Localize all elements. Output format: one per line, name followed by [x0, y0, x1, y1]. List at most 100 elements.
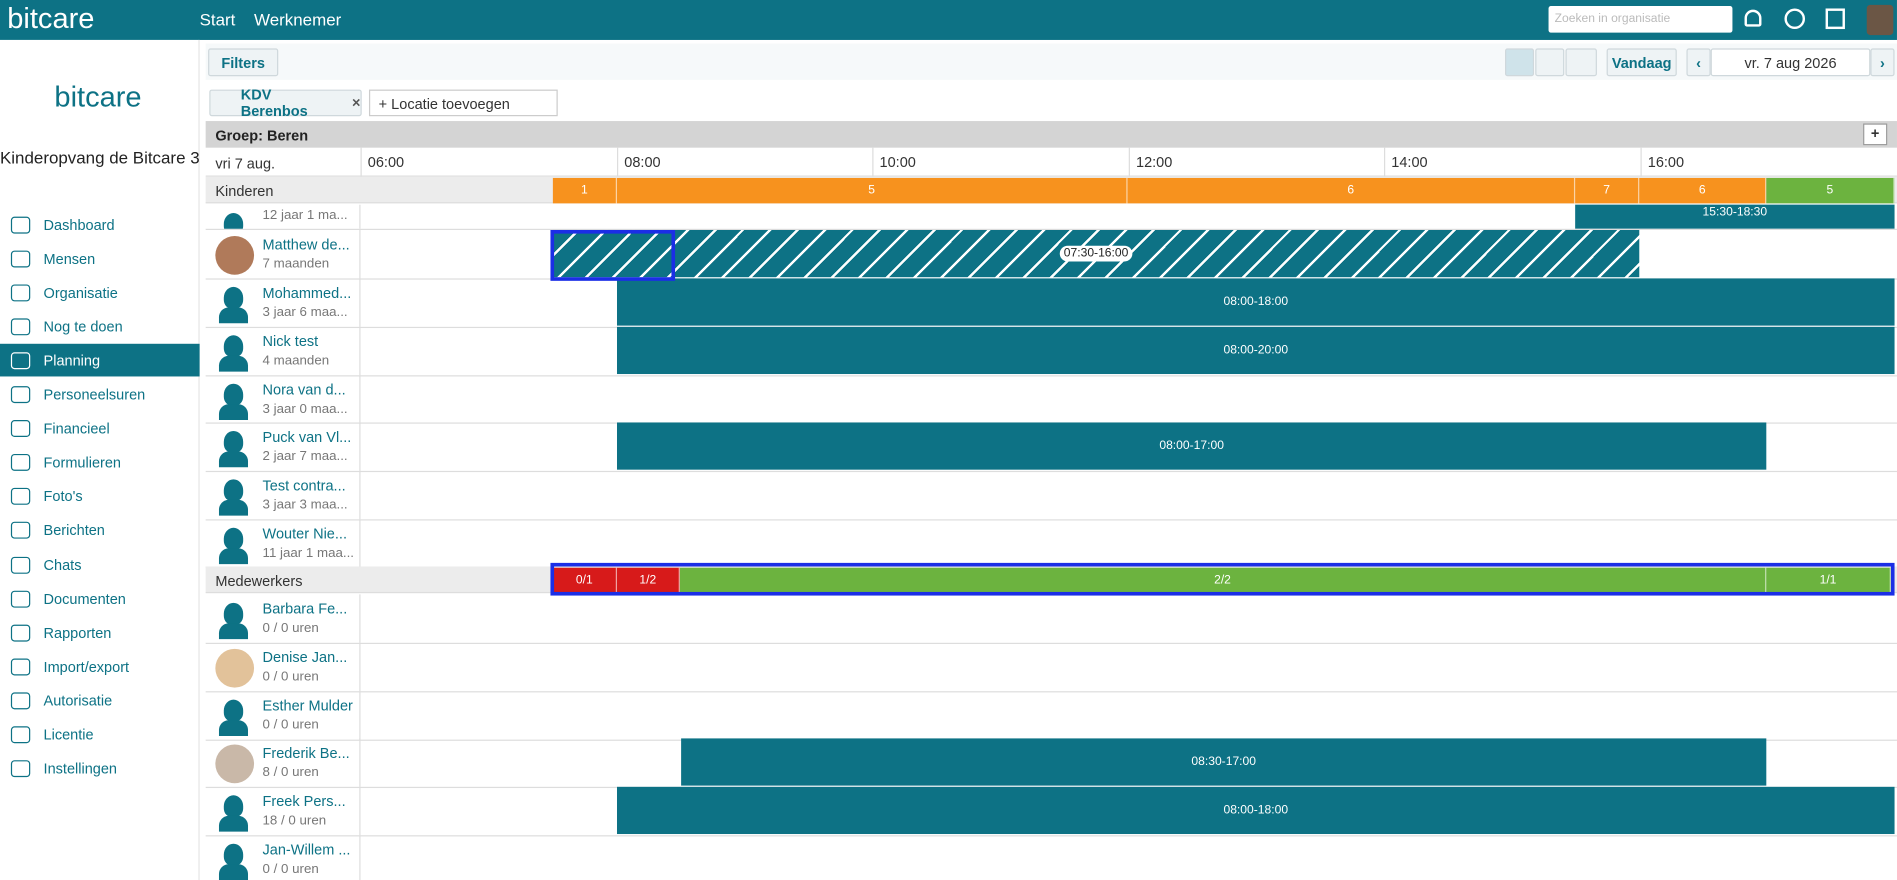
menu-item[interactable]: Organisatie [0, 276, 200, 309]
booking-time: 08:00-17:00 [1159, 439, 1224, 453]
column-divider [359, 835, 361, 880]
location-tag[interactable]: KDV Berenbos × [209, 86, 362, 120]
avatar-body [218, 404, 249, 421]
booking-bar[interactable]: 08:00-20:00 [616, 326, 1895, 375]
add-location-select[interactable]: + Locatie toevoegen [368, 89, 558, 117]
avatar-body [218, 355, 249, 372]
week-view[interactable] [1535, 48, 1565, 77]
day-view[interactable] [1504, 48, 1535, 77]
add-button[interactable]: + [1863, 123, 1888, 146]
avatar [215, 600, 254, 640]
day-label: vri 7 aug. [215, 154, 276, 172]
search-input[interactable]: Zoeken in organisatie [1548, 6, 1733, 33]
next-button[interactable]: › [1870, 48, 1895, 77]
booking-bar[interactable]: 08:00-18:00 [616, 278, 1895, 326]
toolbar: Filters Vandaag ‹ vr. 7 aug 2026 › [205, 43, 1897, 80]
avatar-head [223, 430, 244, 453]
logo[interactable]: bitcare [7, 2, 95, 36]
column-divider [359, 422, 361, 471]
menu-item[interactable]: Instellingen [0, 752, 200, 785]
person-name[interactable]: Test contra... [262, 476, 346, 494]
avatar-head [223, 213, 244, 229]
person-name[interactable]: Frederik Be... [262, 744, 350, 762]
menu-item[interactable]: Formulieren [0, 446, 200, 479]
booking-bar[interactable]: 08:00-18:00 [616, 786, 1895, 835]
person-name[interactable]: Wouter Nie... [262, 525, 347, 543]
menu-item[interactable]: Personeelsuren [0, 378, 200, 411]
person-detail: 8 / 0 uren [262, 765, 319, 780]
menu-item[interactable]: Licentie [0, 718, 200, 751]
person-name[interactable]: Nick test [262, 332, 319, 350]
booking-bar[interactable]: 08:30-17:00 [681, 738, 1767, 786]
menu-item[interactable]: Dashboard [0, 208, 200, 241]
person-name[interactable]: Jan-Willem ... [262, 841, 351, 859]
nav-link[interactable]: Start [199, 9, 236, 30]
selection-highlight [550, 562, 1895, 596]
person-name[interactable]: Mohammed... [262, 284, 352, 302]
person-detail: 11 jaar 1 maa... [262, 545, 355, 561]
help-icon[interactable] [1784, 8, 1806, 30]
person-name[interactable]: Matthew de... [262, 236, 350, 253]
person-detail: 3 jaar 3 maa... [262, 497, 348, 513]
menu-icon [10, 760, 31, 778]
menu-item[interactable]: Financieel [0, 412, 200, 445]
today-button[interactable]: Vandaag [1606, 48, 1677, 77]
avatar [215, 793, 254, 832]
avatar-head [223, 335, 244, 358]
avatar [215, 333, 254, 372]
person-name[interactable]: Esther Mulder [262, 697, 353, 715]
menu-item[interactable]: Rapporten [0, 616, 200, 649]
menu-item[interactable]: Autorisatie [0, 684, 200, 717]
person-row: Jan-Willem ... 0 / 0 uren [206, 835, 1897, 880]
menu-label: Instellingen [43, 760, 118, 778]
menu-item[interactable]: Documenten [0, 582, 200, 615]
booking-bar[interactable]: 07:30-16:00 [552, 229, 1640, 278]
menu-item[interactable]: Chats [0, 548, 200, 581]
nav-link[interactable]: Werknemer [254, 9, 342, 30]
person-row: Frederik Be... 8 / 0 uren 08:30-17:00 [205, 738, 1897, 789]
person-name[interactable]: Freek Pers... [262, 792, 346, 810]
menu-item[interactable]: Planning [0, 344, 200, 377]
booking-time: 08:30-17:00 [1191, 755, 1256, 769]
booking-time: 15:30-18:30 [1702, 205, 1768, 219]
count-segment: 1/2 [616, 567, 680, 594]
column-divider [359, 594, 361, 643]
avatar-head [223, 383, 244, 406]
user-avatar[interactable] [1866, 4, 1894, 36]
prev-button[interactable]: ‹ [1686, 48, 1711, 77]
menu-item[interactable]: Mensen [0, 242, 200, 275]
column-divider [359, 278, 361, 327]
avatar-body [218, 451, 249, 468]
notifications-icon[interactable] [1744, 9, 1762, 27]
menu-item[interactable]: Import/export [0, 650, 200, 683]
group-header: Groep: Beren [205, 121, 1897, 148]
date-picker[interactable]: vr. 7 aug 2026 [1710, 48, 1871, 77]
hour-label: 06:00 [367, 153, 405, 171]
menu-item[interactable]: Foto's [0, 480, 200, 513]
filters-button[interactable]: Filters [208, 48, 279, 77]
org-icon[interactable] [1825, 8, 1845, 30]
month-view[interactable] [1565, 48, 1597, 77]
avatar-body [218, 623, 249, 640]
selection-highlight [550, 229, 676, 281]
person-name[interactable]: Nora van d... [262, 381, 346, 399]
person-row: Matthew de... 7 maanden 07:30-16:00 [205, 229, 1897, 280]
menu-item[interactable]: Berichten [0, 514, 200, 547]
menu-label: Formulieren [43, 454, 122, 472]
hour-line [1384, 147, 1386, 177]
location-tag-label: KDV Berenbos [240, 85, 308, 120]
avatar [215, 648, 255, 688]
count-segment: 0/1 [552, 567, 617, 594]
avatar [215, 381, 254, 421]
avatar [215, 744, 255, 784]
section-label: Kinderen [215, 182, 274, 200]
menu-icon [10, 386, 31, 404]
person-name[interactable]: Barbara Fe... [262, 600, 348, 618]
person-row: Nick test 4 maanden 08:00-20:00 [205, 326, 1897, 377]
booking-bar[interactable]: 08:00-17:00 [616, 422, 1767, 470]
menu-icon [10, 692, 31, 710]
person-name[interactable]: Puck van Vl... [262, 428, 352, 446]
person-name[interactable]: Denise Jan... [262, 648, 348, 666]
booking-bar[interactable]: 15:30-18:30 [1575, 204, 1895, 229]
menu-item[interactable]: Nog te doen [0, 310, 200, 343]
